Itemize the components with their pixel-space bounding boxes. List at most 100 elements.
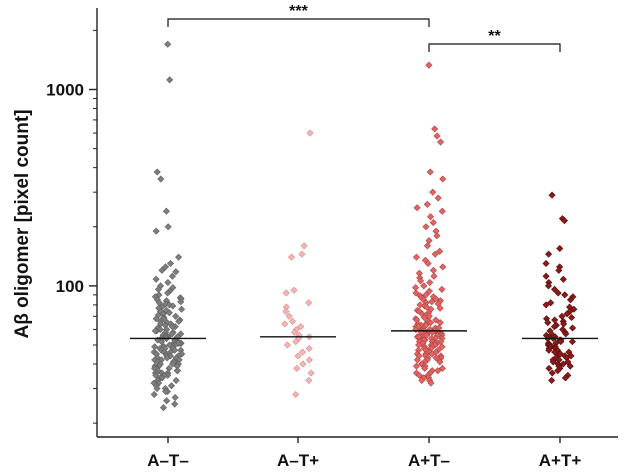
data-point xyxy=(559,360,567,368)
data-point xyxy=(551,348,559,356)
data-point xyxy=(433,132,441,140)
data-point xyxy=(439,175,447,183)
data-point xyxy=(152,315,160,323)
data-point xyxy=(556,350,564,358)
data-point xyxy=(159,404,167,412)
data-point xyxy=(164,279,172,287)
data-point xyxy=(562,330,570,338)
data-point xyxy=(554,289,562,297)
x-category-label: A–T– xyxy=(147,451,189,470)
data-point xyxy=(551,285,559,293)
data-point xyxy=(178,350,186,358)
data-point xyxy=(156,325,164,333)
data-point xyxy=(555,266,563,274)
data-point xyxy=(542,272,550,280)
data-point xyxy=(429,266,437,274)
data-point xyxy=(168,330,176,338)
data-point xyxy=(306,129,314,137)
data-point xyxy=(168,360,177,368)
data-point xyxy=(412,253,420,261)
data-point xyxy=(305,344,313,352)
data-point xyxy=(548,369,556,377)
x-category-label: A+T+ xyxy=(539,451,582,470)
x-category-label: A+T– xyxy=(408,451,450,470)
data-point xyxy=(421,364,429,372)
data-point xyxy=(544,319,552,327)
data-point xyxy=(436,247,444,255)
data-point xyxy=(569,324,577,332)
y-ticks: 100 1000 xyxy=(46,29,97,424)
data-point xyxy=(151,343,159,351)
data-point xyxy=(171,400,179,408)
data-point xyxy=(162,207,170,215)
data-point xyxy=(163,354,171,362)
data-point xyxy=(151,356,159,364)
data-point xyxy=(281,320,289,328)
data-point xyxy=(426,168,434,176)
data-point xyxy=(420,282,428,290)
data-point xyxy=(439,263,447,271)
data-point xyxy=(554,367,562,375)
data-point xyxy=(427,213,435,221)
data-point xyxy=(548,191,556,199)
data-point xyxy=(158,266,166,274)
data-point xyxy=(437,138,445,146)
data-point xyxy=(290,286,298,294)
y-axis-label: Aβ oligomer [pixel count] xyxy=(12,109,33,338)
data-point xyxy=(163,397,171,405)
data-point xyxy=(293,364,301,372)
data-point xyxy=(169,284,177,292)
data-point xyxy=(157,175,165,183)
significance-bracket xyxy=(167,18,430,27)
data-point xyxy=(166,76,174,84)
data-point xyxy=(165,309,173,317)
data-point xyxy=(168,272,176,280)
data-point xyxy=(417,277,425,285)
data-point xyxy=(287,253,296,261)
data-point xyxy=(150,390,158,398)
data-point xyxy=(153,385,161,393)
x-category-label: A–T+ xyxy=(277,451,319,470)
data-point xyxy=(436,358,444,366)
data-point xyxy=(544,282,552,290)
data-point xyxy=(300,242,308,250)
data-point xyxy=(177,298,185,306)
data-point xyxy=(423,242,431,250)
data-point xyxy=(291,328,299,336)
data-point xyxy=(161,263,170,271)
data-point xyxy=(566,362,574,370)
data-point xyxy=(425,237,433,245)
data-point xyxy=(412,289,420,297)
data-point xyxy=(153,168,161,176)
data-point xyxy=(434,367,442,375)
data-point xyxy=(305,356,313,364)
data-point xyxy=(423,200,431,208)
y-tick-label: 100 xyxy=(56,277,84,296)
data-point xyxy=(305,376,313,384)
data-point xyxy=(570,305,578,313)
data-point xyxy=(412,284,420,292)
data-point xyxy=(563,310,571,318)
data-point xyxy=(282,289,290,297)
data-point xyxy=(436,304,444,312)
data-point xyxy=(297,323,305,331)
data-point xyxy=(438,364,446,372)
data-point xyxy=(545,346,553,354)
data-point xyxy=(432,354,440,362)
data-point xyxy=(422,223,430,231)
data-point xyxy=(434,194,442,202)
data-point xyxy=(172,268,180,276)
data-point xyxy=(549,358,557,366)
data-points xyxy=(150,40,578,412)
data-point xyxy=(552,354,560,362)
data-point xyxy=(433,232,441,240)
data-point xyxy=(547,299,555,307)
data-point xyxy=(175,253,183,261)
data-point xyxy=(174,367,182,375)
data-point xyxy=(413,356,421,364)
data-point xyxy=(418,376,426,384)
data-point xyxy=(560,217,569,225)
data-point xyxy=(568,313,576,322)
x-category-labels: A–T– A–T+ A+T– A+T+ xyxy=(147,437,581,470)
